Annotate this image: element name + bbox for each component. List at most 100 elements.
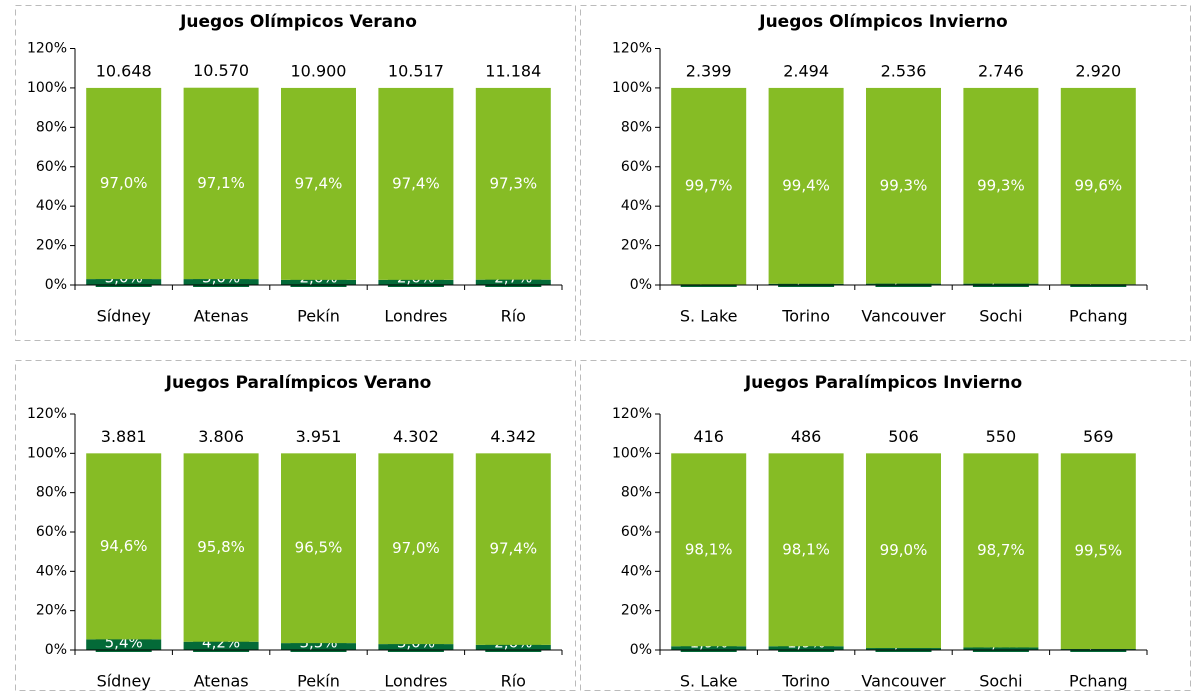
y-tick-label: 60%: [36, 159, 67, 175]
panel-border: [580, 5, 1191, 341]
total-label: 569: [1083, 427, 1114, 446]
y-tick-label: 80%: [36, 485, 67, 501]
data-label: 99,3%: [977, 176, 1025, 194]
y-tick-label: 100%: [612, 445, 652, 461]
y-tick-label: 0%: [630, 642, 652, 658]
y-tick-label: 120%: [612, 41, 652, 57]
data-label: 99,0%: [880, 541, 928, 559]
data-label: 97,4%: [392, 174, 440, 192]
bar-segment: [475, 87, 551, 280]
total-label: 2.536: [881, 61, 927, 80]
bar-segment: [671, 87, 747, 285]
total-label: 10.517: [388, 61, 444, 80]
x-tick-label: S. Lake: [680, 307, 738, 326]
x-tick-label: Sídney: [97, 672, 151, 691]
x-tick-label: S. Lake: [680, 672, 738, 691]
data-label: 95,8%: [197, 538, 245, 556]
data-label: 99,6%: [1074, 177, 1122, 195]
y-tick-label: 80%: [621, 119, 652, 135]
bar-segment: [768, 453, 844, 647]
total-label: 10.570: [193, 61, 249, 80]
bar-segment: [86, 453, 162, 640]
bar-segment: [378, 87, 454, 280]
bar-segment: [671, 453, 747, 647]
y-tick-label: 40%: [36, 198, 67, 214]
y-tick-label: 0%: [45, 642, 67, 658]
data-label: 94,6%: [100, 537, 148, 555]
data-label: 96,5%: [295, 539, 343, 557]
x-tick-label: Pchang: [1069, 307, 1128, 326]
bar-segment: [378, 453, 454, 645]
data-label: 97,4%: [489, 540, 537, 558]
data-label: 97,4%: [295, 174, 343, 192]
y-tick-label: 20%: [36, 238, 67, 254]
y-tick-label: 20%: [621, 238, 652, 254]
y-tick-label: 120%: [27, 41, 67, 57]
y-tick-label: 0%: [630, 277, 652, 293]
bar-segment: [963, 87, 1039, 284]
y-tick-label: 60%: [621, 159, 652, 175]
data-label: 97,0%: [392, 539, 440, 557]
total-label: 4.342: [490, 427, 536, 446]
data-label: 99,5%: [1074, 542, 1122, 560]
data-label: 97,3%: [489, 174, 537, 192]
data-label: 99,3%: [880, 176, 928, 194]
bar-segment: [1060, 453, 1136, 650]
bar-segment: [1060, 87, 1136, 285]
bar-segment: [866, 87, 941, 284]
data-label: 97,0%: [100, 174, 148, 192]
y-tick-label: 80%: [36, 119, 67, 135]
x-tick-label: Londres: [384, 307, 447, 326]
x-tick-label: Londres: [384, 672, 447, 691]
y-tick-label: 40%: [621, 563, 652, 579]
x-tick-label: Sochi: [979, 307, 1022, 326]
x-tick-label: Vancouver: [861, 672, 946, 691]
total-label: 550: [986, 427, 1017, 446]
total-label: 3.806: [198, 427, 244, 446]
y-tick-label: 100%: [27, 445, 67, 461]
data-label: 98,1%: [685, 540, 733, 558]
y-tick-label: 40%: [621, 198, 652, 214]
bar-segment: [475, 453, 551, 645]
y-tick-label: 120%: [27, 406, 67, 422]
y-tick-label: 100%: [27, 80, 67, 96]
y-tick-label: 60%: [621, 524, 652, 540]
total-label: 4.302: [393, 427, 439, 446]
total-label: 2.399: [686, 61, 732, 80]
y-tick-label: 100%: [612, 80, 652, 96]
x-tick-label: Sídney: [97, 307, 151, 326]
x-tick-label: Río: [501, 307, 526, 326]
total-label: 2.920: [1075, 61, 1121, 80]
total-label: 10.648: [96, 61, 152, 80]
data-label: 99,7%: [685, 177, 733, 195]
total-label: 506: [888, 427, 919, 446]
total-label: 416: [693, 427, 724, 446]
total-label: 3.881: [101, 427, 147, 446]
total-label: 2.494: [783, 61, 829, 80]
bar-segment: [86, 87, 162, 280]
chart-title: Juegos Paralímpicos Invierno: [744, 373, 1022, 393]
bar-segment: [183, 87, 259, 280]
x-tick-label: Torino: [781, 307, 830, 326]
x-tick-label: Río: [501, 672, 526, 691]
bar-segment: [768, 87, 844, 284]
y-tick-label: 20%: [621, 603, 652, 619]
panel-border: [15, 5, 576, 341]
x-tick-label: Pchang: [1069, 672, 1128, 691]
total-label: 3.951: [296, 427, 342, 446]
data-label: 99,4%: [782, 176, 830, 194]
data-label: 98,7%: [977, 541, 1025, 559]
y-tick-label: 120%: [612, 406, 652, 422]
total-label: 11.184: [485, 61, 541, 80]
chart-title: Juegos Olímpicos Verano: [179, 12, 417, 32]
bar-segment: [866, 453, 941, 649]
bar-segment: [183, 453, 259, 642]
bar-segment: [281, 87, 356, 280]
x-tick-label: Pekín: [297, 672, 340, 691]
y-tick-label: 60%: [36, 524, 67, 540]
x-tick-label: Sochi: [979, 672, 1022, 691]
panel-border: [15, 360, 576, 691]
x-tick-label: Atenas: [194, 672, 249, 691]
panel-border: [580, 360, 1191, 691]
